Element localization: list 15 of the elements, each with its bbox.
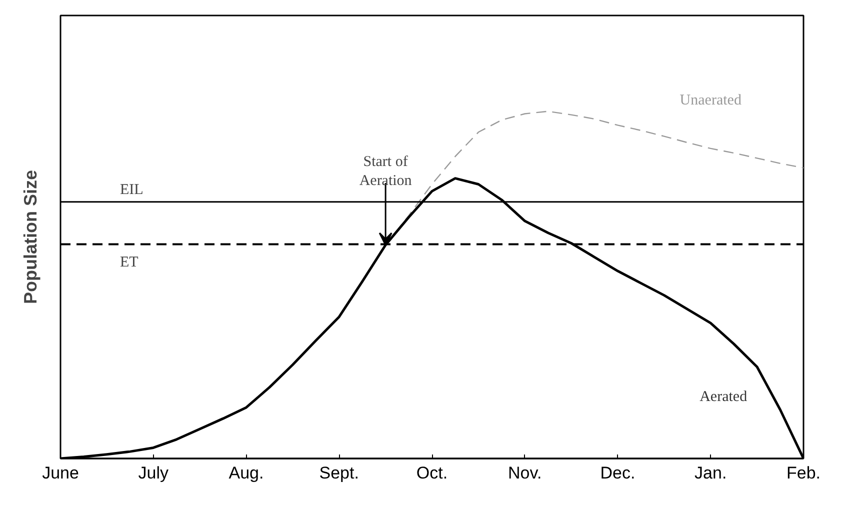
x-tick-label: Jan.	[694, 464, 727, 482]
text: Unaerated	[680, 92, 742, 108]
x-tick-label: Feb.	[786, 464, 821, 482]
x-tick-label: Aug.	[228, 464, 264, 482]
ref-line-label: ET	[120, 254, 138, 270]
ref-line-label: EIL	[120, 182, 144, 198]
x-tick-label: Dec.	[600, 464, 636, 482]
annotation: Start of Aeration	[359, 154, 412, 189]
x-tick-label: Nov.	[508, 464, 542, 482]
series-label: Aerated	[700, 388, 748, 405]
x-tick-label: Oct.	[416, 464, 448, 482]
x-tick-label: July	[138, 464, 169, 482]
x-tick-label: Sept.	[319, 464, 359, 482]
x-tick-label: June	[42, 464, 79, 482]
y-axis-title: Population Size	[20, 170, 40, 304]
